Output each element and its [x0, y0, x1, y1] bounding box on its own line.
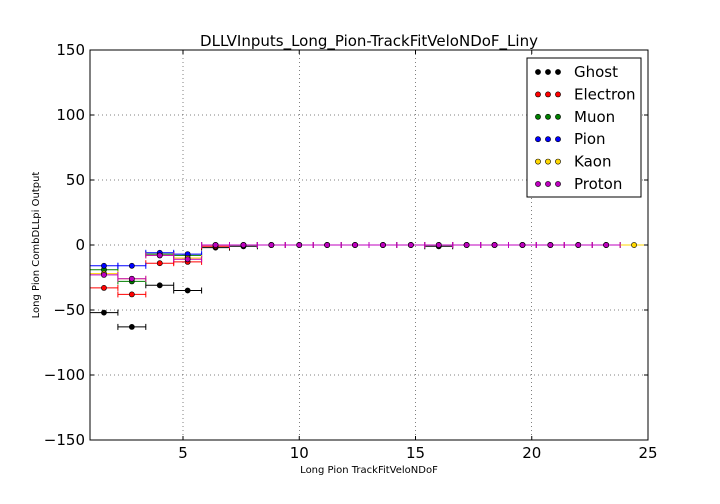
data-point: [268, 242, 275, 248]
legend-box: [526, 57, 642, 198]
legend-marker: [555, 113, 561, 120]
data-point: [156, 252, 163, 259]
legend-marker: [555, 91, 561, 98]
legend-marker: [555, 136, 561, 143]
legend-marker: [535, 91, 541, 98]
data-point: [352, 242, 358, 248]
legend-marker: [555, 181, 561, 187]
axes: 5 10 15 20 25 150 100 50 0 −50 −100 −150: [44, 41, 658, 462]
legend-label: Electron: [574, 85, 636, 103]
data-point: [184, 287, 191, 294]
data-point: [156, 260, 163, 267]
data-point: [407, 242, 414, 248]
data-point: [156, 282, 163, 289]
chart-title: DLLVInputs_Long_Pion-TrackFitVeloNDoF_Li…: [200, 32, 538, 51]
data-point: [463, 242, 470, 248]
legend-marker: [545, 158, 551, 165]
data-point: [491, 242, 498, 248]
legend-label: Kaon: [574, 153, 611, 171]
y-tick-label: −150: [44, 431, 85, 449]
data-point: [324, 242, 331, 248]
data-point: [380, 242, 386, 248]
legend-marker: [535, 158, 541, 165]
series-proton: [89, 242, 621, 282]
legend-label: Ghost: [574, 63, 618, 81]
data-point: [101, 262, 107, 269]
data-point: [101, 271, 107, 278]
legend-marker: [545, 69, 551, 75]
data-point: [631, 242, 637, 248]
data-point: [547, 242, 554, 248]
x-tick-label: 25: [638, 444, 657, 462]
y-tick-label: −100: [44, 366, 85, 384]
y-axis-label: Long Pion CombDLLpi Output: [31, 172, 42, 319]
data-point: [519, 242, 526, 248]
legend-item-muon: Muon: [535, 108, 615, 126]
legend-label: Pion: [574, 130, 606, 148]
data-point: [128, 275, 135, 282]
legend-marker: [545, 91, 551, 98]
legend-item-proton: Proton: [535, 175, 622, 193]
legend-item-electron: Electron: [535, 85, 636, 103]
y-tick-label: 150: [56, 41, 85, 59]
legend-marker: [545, 113, 551, 120]
x-axis-label: Long Pion TrackFitVeloNDoF: [300, 465, 438, 476]
data-point: [128, 262, 135, 269]
legend-label: Proton: [574, 175, 622, 193]
x-tick-label: 15: [406, 444, 425, 462]
data-point: [212, 242, 219, 248]
legend-marker: [545, 136, 551, 143]
y-tick-label: −50: [53, 301, 85, 319]
x-tick-label: 5: [178, 444, 188, 462]
data-point: [296, 242, 303, 248]
data-point: [128, 323, 135, 330]
legend-marker: [545, 181, 551, 187]
data-point: [603, 242, 610, 248]
y-tick-label: 50: [66, 171, 85, 189]
y-tick-label: 100: [56, 106, 85, 124]
legend-marker: [555, 158, 561, 165]
data-point: [128, 291, 135, 298]
data-point: [101, 284, 107, 291]
legend: Ghost Electron Muon Pion Kaon Proton: [526, 57, 642, 198]
legend-label: Muon: [574, 108, 615, 126]
data-point: [435, 242, 442, 248]
data-point: [101, 309, 107, 316]
legend-marker: [555, 69, 561, 75]
data-point: [184, 256, 191, 263]
data-layer: [89, 242, 649, 330]
legend-marker: [535, 69, 541, 75]
legend-item-ghost: Ghost: [535, 63, 618, 81]
data-point: [575, 242, 582, 248]
y-tick-label: 0: [75, 236, 85, 254]
legend-item-pion: Pion: [535, 130, 606, 148]
legend-marker: [535, 113, 541, 120]
x-tick-label: 20: [522, 444, 541, 462]
legend-item-kaon: Kaon: [535, 153, 611, 171]
data-point: [240, 242, 247, 248]
x-tick-label: 10: [290, 444, 309, 462]
legend-marker: [535, 181, 541, 187]
legend-marker: [535, 136, 541, 143]
